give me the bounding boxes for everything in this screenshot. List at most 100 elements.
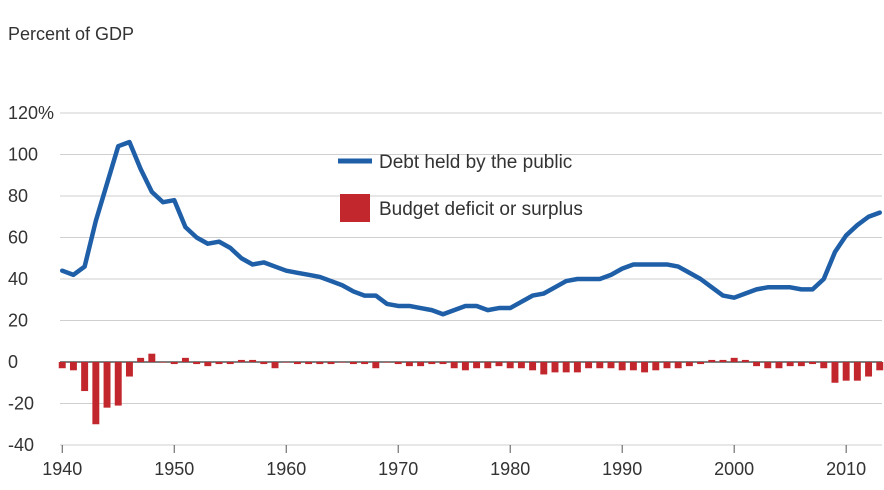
x-tick-label: 2000 (714, 459, 754, 479)
deficit-bar (641, 362, 649, 373)
deficit-bar (540, 362, 548, 375)
y-tick-label: -20 (8, 394, 34, 414)
deficit-bar (193, 362, 201, 365)
y-tick-labels: 120% 100 80 60 40 20 0 -20 -40 (8, 103, 54, 455)
x-tick-label: 1980 (490, 459, 530, 479)
deficit-bar (148, 353, 156, 362)
deficit-bar (506, 362, 514, 369)
x-tick-label: 1960 (266, 459, 306, 479)
deficit-bar (349, 362, 357, 365)
deficit-bar (114, 362, 122, 406)
deficit-bar (394, 362, 402, 365)
deficit-bar (764, 362, 772, 369)
y-tick-label: 20 (8, 311, 28, 331)
deficit-bar (338, 362, 346, 363)
deficit-bar (495, 362, 503, 367)
deficit-bar (237, 359, 245, 362)
y-tick-label: 40 (8, 269, 28, 289)
x-tick-label: 1990 (602, 459, 642, 479)
deficit-bar (170, 362, 178, 365)
deficit-bar (249, 359, 257, 362)
deficit-bar (473, 362, 481, 369)
deficit-bar (372, 362, 380, 369)
deficit-bar (842, 362, 850, 381)
y-tick-label: 0 (8, 352, 18, 372)
deficit-bar (674, 362, 682, 369)
deficit-bar (607, 362, 615, 369)
y-tick-label: 120% (8, 103, 54, 123)
deficit-bar (741, 359, 749, 362)
deficit-bar (428, 362, 436, 365)
deficit-bar (618, 362, 626, 371)
deficit-bar (327, 362, 335, 365)
deficit-bar (439, 362, 447, 365)
y-tick-label: 60 (8, 228, 28, 248)
legend-label-debt: Debt held by the public (379, 152, 572, 173)
x-tick-label: 1970 (378, 459, 418, 479)
deficit-bar (282, 362, 290, 363)
deficit-bar (484, 362, 492, 369)
deficit-bar (876, 362, 884, 371)
deficit-bar (831, 362, 839, 383)
deficit-bar (461, 362, 469, 371)
legend: Debt held by the public Budget deficit or… (338, 152, 583, 222)
x-tick-label: 1950 (154, 459, 194, 479)
deficit-bar (719, 359, 727, 362)
deficit-bar (159, 362, 167, 363)
x-tick-label: 1940 (42, 459, 82, 479)
deficit-bar (450, 362, 458, 369)
deficit-bar (226, 362, 234, 365)
deficit-bar (573, 362, 581, 373)
y-tick-label: -40 (8, 435, 34, 455)
deficit-bar (865, 362, 873, 377)
deficit-bar (383, 362, 391, 363)
x-tick-labels: 1940 1950 1960 1970 1980 1990 2000 2010 (42, 445, 866, 479)
deficit-bar (260, 362, 268, 365)
deficit-bar (69, 362, 77, 371)
deficit-bar (361, 362, 369, 365)
deficit-bar (137, 357, 145, 362)
deficit-bar (663, 362, 671, 369)
deficit-bars (58, 353, 884, 425)
deficit-bar (125, 362, 133, 377)
deficit-bar (730, 357, 738, 362)
deficit-bar (775, 362, 783, 369)
deficit-bar (596, 362, 604, 369)
deficit-bar (58, 362, 66, 369)
x-tick-label: 2010 (826, 459, 866, 479)
deficit-bar (753, 362, 761, 367)
deficit-bar (405, 362, 413, 367)
deficit-bar (316, 362, 324, 365)
debt-series-line (59, 139, 883, 317)
deficit-bar (697, 362, 705, 365)
deficit-bar (293, 362, 301, 365)
deficit-bar (708, 359, 716, 362)
deficit-bar (215, 362, 223, 365)
debt-line (59, 139, 883, 317)
deficit-bar (305, 362, 313, 365)
deficit-bar (417, 362, 425, 367)
deficit-bar (271, 362, 279, 369)
deficit-bar (685, 362, 693, 367)
deficit-bar (529, 362, 537, 371)
y-tick-label: 80 (8, 186, 28, 206)
deficit-bar (92, 362, 100, 425)
deficit-bar (562, 362, 570, 373)
legend-swatch-deficit (340, 194, 370, 222)
deficit-bar (551, 362, 559, 373)
deficit-bar (629, 362, 637, 371)
y-axis-title: Percent of GDP (8, 24, 134, 44)
deficit-bar (517, 362, 525, 369)
deficit-bar (786, 362, 794, 367)
legend-label-deficit: Budget deficit or surplus (379, 199, 583, 220)
deficit-bar (652, 362, 660, 371)
deficit-bar (81, 362, 89, 392)
deficit-bar (585, 362, 593, 369)
deficit-bar (820, 362, 828, 369)
deficit-bar (103, 362, 111, 408)
deficit-bar (204, 362, 212, 367)
deficit-bar (181, 357, 189, 362)
y-tick-label: 100 (8, 145, 38, 165)
deficit-bar (809, 362, 817, 365)
